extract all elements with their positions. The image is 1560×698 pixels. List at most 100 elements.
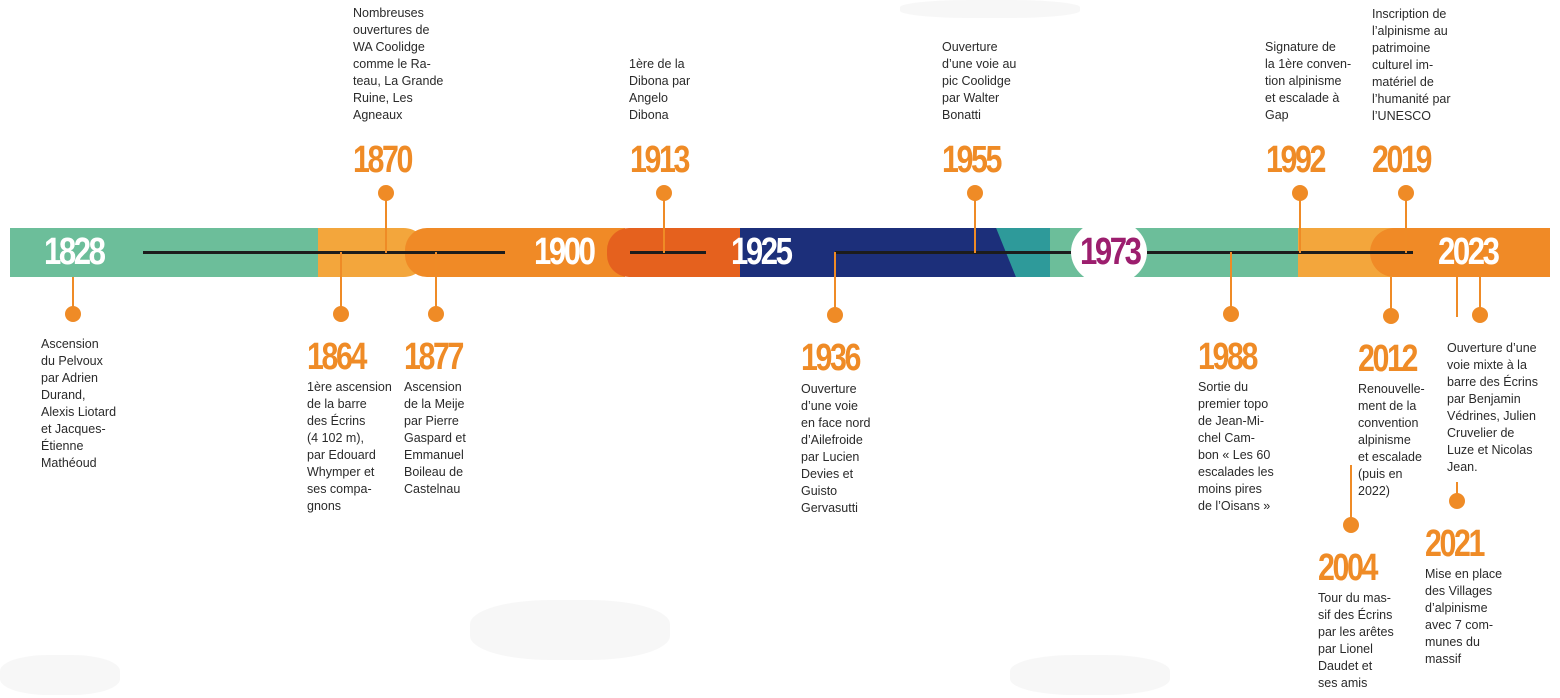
event-stem bbox=[1299, 198, 1301, 253]
event-stem bbox=[974, 198, 976, 253]
event-description-line: par Lucien bbox=[801, 450, 860, 464]
event-stem bbox=[663, 198, 665, 253]
event-description-line: alpinisme bbox=[1358, 433, 1411, 447]
event-description: 1ère de la Dibona par Angelo Dibona bbox=[629, 56, 690, 124]
event-description-line: Inscription de bbox=[1372, 7, 1447, 21]
event-description-line: Emmanuel bbox=[404, 448, 464, 462]
event-dot bbox=[967, 185, 983, 201]
event-description-line: patrimoine bbox=[1372, 41, 1431, 55]
event-description: Renouvelle- ment de la convention alpini… bbox=[1358, 381, 1425, 500]
event-description-line: Mise en place bbox=[1425, 567, 1503, 581]
event-description: Signature de la 1ère conven- tion alpini… bbox=[1265, 39, 1351, 124]
event-description-line: Ouverture d’une bbox=[1447, 341, 1537, 355]
event-year: 1955 bbox=[942, 139, 1002, 181]
event-dot bbox=[1383, 308, 1399, 324]
event-description-line: 2022) bbox=[1358, 484, 1390, 498]
background-mist bbox=[900, 0, 1080, 18]
event-description-line: Ouverture bbox=[942, 40, 998, 54]
event-description-line: 1ère ascension bbox=[307, 380, 392, 394]
event-description-line: Nombreuses bbox=[353, 6, 424, 20]
event-description-line: Signature de bbox=[1265, 40, 1336, 54]
event-description-line: Étienne bbox=[41, 439, 84, 453]
event-description-line: ment de la bbox=[1358, 399, 1417, 413]
event-description-line: de la barre bbox=[307, 397, 367, 411]
event-stem bbox=[340, 252, 342, 313]
event-description-line: de la Meije bbox=[404, 397, 465, 411]
event-dot bbox=[1343, 517, 1359, 533]
event-description-line: teau, La Grande bbox=[353, 74, 444, 88]
axis-line bbox=[630, 251, 706, 254]
event-stem bbox=[385, 198, 387, 253]
event-description-line: Guisto bbox=[801, 484, 838, 498]
event-description-line: du Pelvoux bbox=[41, 354, 103, 368]
event-description-line: par Pierre bbox=[404, 414, 459, 428]
event-description-line: chel Cam- bbox=[1198, 431, 1255, 445]
event-description-line: (puis en bbox=[1358, 467, 1403, 481]
event-description-line: Daudet et bbox=[1318, 659, 1373, 673]
event-stem bbox=[834, 252, 836, 314]
axis-line bbox=[1147, 251, 1413, 254]
event-description-line: et Jacques- bbox=[41, 422, 106, 436]
event-description-line: l’alpinisme au bbox=[1372, 24, 1448, 38]
event-description-line: l’humanité par bbox=[1372, 92, 1451, 106]
era-label: 1828 bbox=[44, 231, 106, 273]
event-description-line: Dibona bbox=[629, 108, 669, 122]
event-description: Ascension du Pelvoux par Adrien Durand, … bbox=[41, 336, 116, 472]
event-description-line: Gap bbox=[1265, 108, 1289, 122]
event-description-line: Bonatti bbox=[942, 108, 981, 122]
era-badge bbox=[1071, 219, 1147, 285]
event-description-line: comme le Ra- bbox=[353, 57, 431, 71]
event-description-line: sif des Écrins bbox=[1318, 608, 1393, 622]
event-year: 2012 bbox=[1358, 338, 1418, 380]
event-description-line: tion alpinisme bbox=[1265, 74, 1342, 88]
event-stem bbox=[1456, 277, 1458, 317]
event-description-line: Tour du mas- bbox=[1318, 591, 1391, 605]
event-description-line: Ouverture bbox=[801, 382, 857, 396]
event-description-line: convention bbox=[1358, 416, 1419, 430]
event-description-line: Durand, bbox=[41, 388, 86, 402]
event-description-line: de l’Oisans » bbox=[1198, 499, 1271, 513]
event-description-line: escalades les bbox=[1198, 465, 1274, 479]
event-stem bbox=[435, 252, 437, 313]
event-description-line: ouvertures de bbox=[353, 23, 430, 37]
axis-line bbox=[835, 251, 1075, 254]
event-year: 2004 bbox=[1318, 547, 1378, 589]
event-description: Ouverture d’une voie au pic Coolidge par… bbox=[942, 39, 1016, 124]
era-label: 2023 bbox=[1438, 231, 1500, 273]
event-year: 2019 bbox=[1372, 139, 1432, 181]
event-description-line: des Écrins bbox=[307, 414, 366, 428]
event-description-line: ses amis bbox=[1318, 676, 1368, 690]
event-description-line: Whymper et bbox=[307, 465, 375, 479]
event-description-line: moins pires bbox=[1198, 482, 1262, 496]
event-description-line: 1ère de la bbox=[629, 57, 685, 71]
event-dot bbox=[333, 306, 349, 322]
event-description-line: Angelo bbox=[629, 91, 668, 105]
event-year: 1864 bbox=[307, 336, 367, 378]
axis-line bbox=[143, 251, 505, 254]
event-description-line: bon « Les 60 bbox=[1198, 448, 1271, 462]
era-label: 1925 bbox=[731, 231, 793, 273]
event-description: Sortie du premier topo de Jean-Mi- chel … bbox=[1198, 379, 1274, 515]
event-description-line: l’UNESCO bbox=[1372, 109, 1432, 123]
event-description-line: matériel de bbox=[1372, 75, 1434, 89]
event-description-line: premier topo bbox=[1198, 397, 1269, 411]
event-description-line: d’une voie bbox=[801, 399, 858, 413]
event-stem bbox=[1405, 198, 1407, 253]
event-description: Ouverture d’une voie en face nord d’Aile… bbox=[801, 381, 871, 517]
event-year: 2021 bbox=[1425, 523, 1485, 565]
event-dot bbox=[1292, 185, 1308, 201]
event-description-line: culturel im- bbox=[1372, 58, 1434, 72]
event-description: Inscription de l’alpinisme au patrimoine… bbox=[1372, 6, 1451, 125]
event-dot bbox=[378, 185, 394, 201]
event-description-line: Alexis Liotard bbox=[41, 405, 117, 419]
event-description-line: Gervasutti bbox=[801, 501, 858, 515]
event-stem bbox=[1350, 465, 1352, 523]
background-mist bbox=[0, 655, 120, 695]
event-description-line: Ascension bbox=[404, 380, 462, 394]
event-description-line: Ascension bbox=[41, 337, 99, 351]
event-description-line: (4 102 m), bbox=[307, 431, 364, 445]
event-description-line: Cruvelier de bbox=[1447, 426, 1515, 440]
event-description-line: la 1ère conven- bbox=[1265, 57, 1352, 71]
event-dot bbox=[65, 306, 81, 322]
